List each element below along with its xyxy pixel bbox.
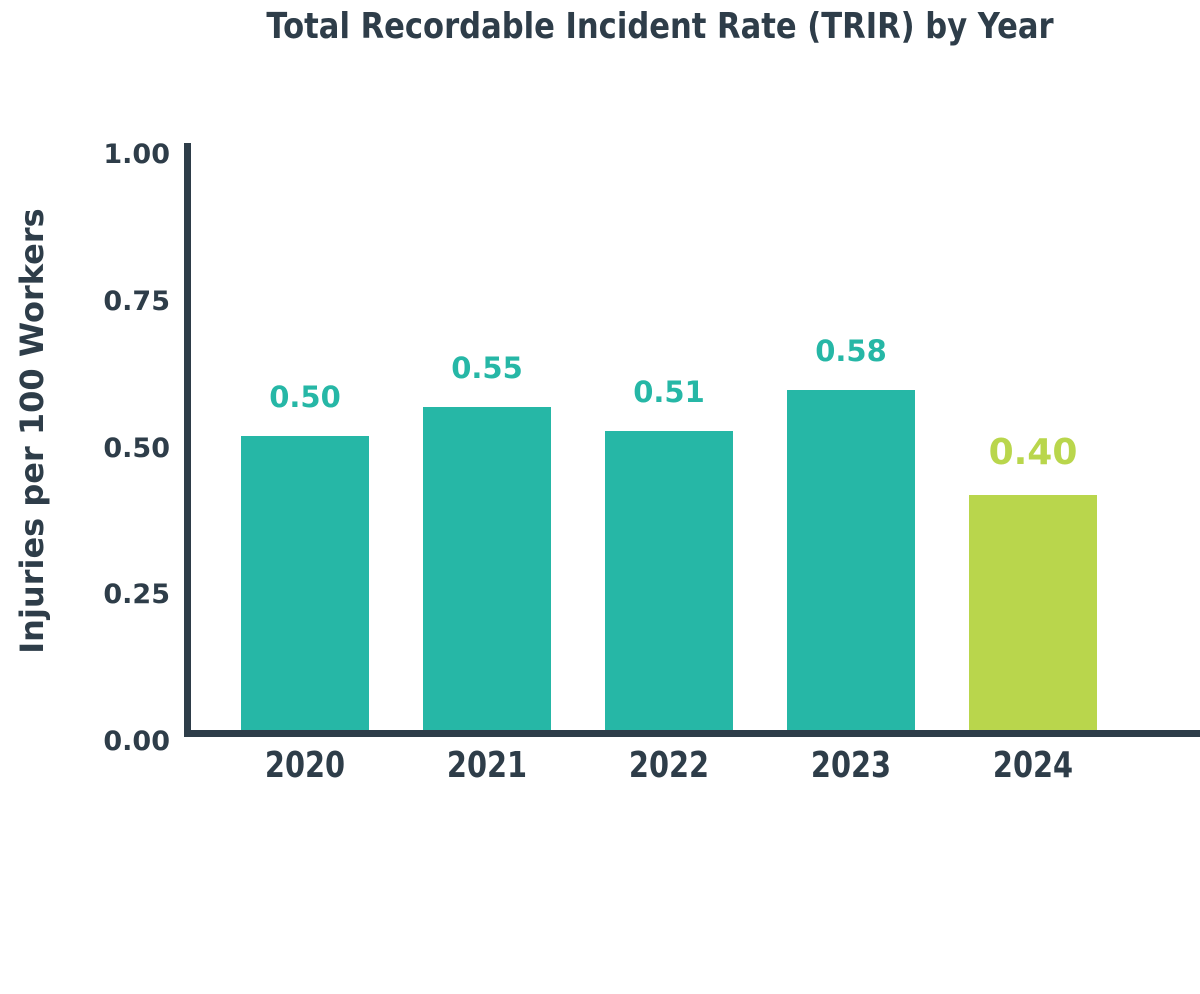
x-tick-label: 2020 — [264, 745, 346, 786]
x-tick-label: 2023 — [810, 745, 892, 786]
bar-value-label: 0.55 — [451, 351, 523, 385]
bar-value-label: 0.51 — [633, 375, 705, 409]
bar-2023 — [787, 390, 915, 730]
x-tick-label: 2022 — [628, 745, 710, 786]
bar-value-label: 0.50 — [269, 380, 341, 414]
y-tick-label: 0.00 — [103, 726, 170, 757]
bar-value-label: 0.58 — [815, 334, 887, 368]
bar-2022 — [605, 431, 733, 730]
bar-value-label: 0.40 — [988, 432, 1078, 473]
x-axis-line — [184, 730, 1200, 737]
bar-2024 — [969, 495, 1097, 730]
y-tick-label: 0.25 — [103, 579, 170, 611]
y-axis-line — [184, 143, 191, 737]
y-tick-label: 0.75 — [103, 285, 170, 317]
y-tick-label: 1.00 — [103, 139, 170, 170]
chart-title: Total Recordable Incident Rate (TRIR) by… — [266, 6, 1054, 47]
x-tick-label: 2024 — [992, 745, 1074, 786]
x-tick-label: 2021 — [446, 745, 528, 786]
bar-2020 — [241, 436, 369, 730]
bar-2021 — [423, 407, 551, 730]
y-tick-label: 0.50 — [103, 432, 170, 464]
